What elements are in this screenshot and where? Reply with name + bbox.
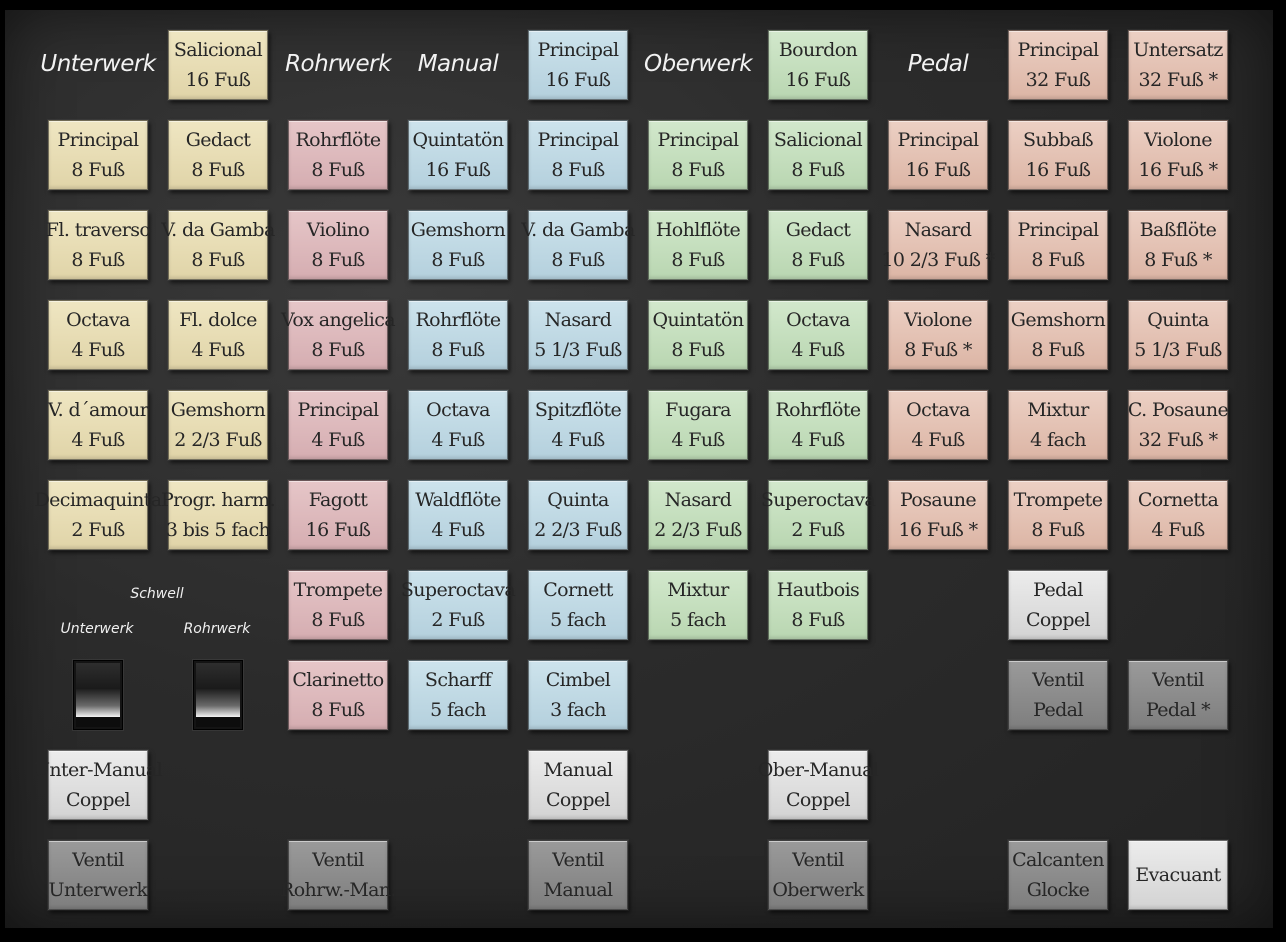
stop-manual-principal-8[interactable]: Principal 8 Fuß xyxy=(528,120,628,190)
division-label-unterwerk: Unterwerk xyxy=(40,51,156,77)
stop-pedal-nasard-10-2-3[interactable]: Nasard 10 2/3 Fuß * xyxy=(881,210,995,280)
stop-rohrwerk-violino-8[interactable]: Violino 8 Fuß xyxy=(288,210,388,280)
ventil-pedal-button[interactable]: Ventil Pedal xyxy=(1008,660,1108,730)
stop-pedal-principal-8[interactable]: Principal 8 Fuß xyxy=(1008,210,1108,280)
division-label-oberwerk: Oberwerk xyxy=(643,51,753,77)
stop-oberwerk-mixtur-5[interactable]: Mixtur 5 fach xyxy=(648,570,748,640)
stop-pedal-subbass-16[interactable]: Subbaß 16 Fuß xyxy=(1008,120,1108,190)
stop-rohrwerk-fagott-16[interactable]: Fagott 16 Fuß xyxy=(288,480,388,550)
stop-pedal-violone-8[interactable]: Violone 8 Fuß * xyxy=(888,300,988,370)
stop-pedal-cornetta-4[interactable]: Cornetta 4 Fuß xyxy=(1128,480,1228,550)
stop-rohrwerk-principal-4[interactable]: Principal 4 Fuß xyxy=(288,390,388,460)
stop-pedal-c-posaune-32[interactable]: C. Posaune 32 Fuß * xyxy=(1128,390,1229,460)
ventil-oberwerk-button[interactable]: Ventil Oberwerk xyxy=(768,840,868,910)
stop-manual-nasard-5-1-3[interactable]: Nasard 5 1/3 Fuß xyxy=(528,300,628,370)
stop-unterwerk-principal-8[interactable]: Principal 8 Fuß xyxy=(48,120,148,190)
stop-manual-principal-16[interactable]: Principal 16 Fuß xyxy=(528,30,628,100)
stop-manual-superoctava-2[interactable]: Superoctava 2 Fuß xyxy=(401,570,516,640)
stop-unterwerk-gemshorn-2-2-3[interactable]: Gemshorn 2 2/3 Fuß xyxy=(168,390,268,460)
swell-title: Schwell xyxy=(130,586,184,602)
stop-pedal-posaune-16[interactable]: Posaune 16 Fuß * xyxy=(888,480,988,550)
ventil-manual-button[interactable]: Ventil Manual xyxy=(528,840,628,910)
stop-manual-octava-4[interactable]: Octava 4 Fuß xyxy=(408,390,508,460)
stop-oberwerk-hohlfloete-8[interactable]: Hohlflöte 8 Fuß xyxy=(648,210,748,280)
ventil-rohrwerk-manual-button[interactable]: Ventil Rohrw.-Man. xyxy=(280,840,397,910)
stop-manual-rohrfloete-8[interactable]: Rohrflöte 8 Fuß xyxy=(408,300,508,370)
ober-manual-coppel-button[interactable]: Ober-Manual Coppel xyxy=(758,750,879,820)
pedal-base xyxy=(196,717,240,727)
stop-pedal-octava-4[interactable]: Octava 4 Fuß xyxy=(888,390,988,460)
ventil-unterwerk-button[interactable]: Ventil Unterwerk xyxy=(48,840,148,910)
stop-pedal-principal-16[interactable]: Principal 16 Fuß xyxy=(888,120,988,190)
swell-label-unterwerk: Unterwerk xyxy=(60,621,134,637)
stop-unterwerk-fl-dolce-4[interactable]: Fl. dolce 4 Fuß xyxy=(168,300,268,370)
stop-oberwerk-hautbois-8[interactable]: Hautbois 8 Fuß xyxy=(768,570,868,640)
stop-manual-gemshorn-8[interactable]: Gemshorn 8 Fuß xyxy=(408,210,508,280)
pedal-shadow xyxy=(76,663,120,689)
stop-rohrwerk-vox-angelica-8[interactable]: Vox angelica 8 Fuß xyxy=(281,300,396,370)
stop-oberwerk-nasard-2-2-3[interactable]: Nasard 2 2/3 Fuß xyxy=(648,480,748,550)
stop-manual-v-da-gamba-8[interactable]: V. da Gamba 8 Fuß xyxy=(521,210,635,280)
stop-oberwerk-quintatoen-8[interactable]: Quintatön 8 Fuß xyxy=(648,300,748,370)
stop-oberwerk-bourdon-16[interactable]: Bourdon 16 Fuß xyxy=(768,30,868,100)
stop-unterwerk-octava-4[interactable]: Octava 4 Fuß xyxy=(48,300,148,370)
stop-manual-quinta-2-2-3[interactable]: Quinta 2 2/3 Fuß xyxy=(528,480,628,550)
pedal-face xyxy=(76,689,120,717)
stop-unterwerk-v-damour-4[interactable]: V. d´amour 4 Fuß xyxy=(48,390,149,460)
stop-unterwerk-fl-traverso-8[interactable]: Fl. traverso 8 Fuß xyxy=(46,210,151,280)
stop-rohrwerk-rohrfloete-8[interactable]: Rohrflöte 8 Fuß xyxy=(288,120,388,190)
stop-manual-scharff-5[interactable]: Scharff 5 fach xyxy=(408,660,508,730)
stop-oberwerk-principal-8[interactable]: Principal 8 Fuß xyxy=(648,120,748,190)
division-label-rohrwerk: Rohrwerk xyxy=(285,51,391,77)
division-label-pedal: Pedal xyxy=(907,51,969,77)
stop-unterwerk-v-da-gamba-8[interactable]: V. da Gamba 8 Fuß xyxy=(161,210,275,280)
stop-oberwerk-gedact-8[interactable]: Gedact 8 Fuß xyxy=(768,210,868,280)
stop-rohrwerk-trompete-8[interactable]: Trompete 8 Fuß xyxy=(288,570,388,640)
stop-oberwerk-octava-4[interactable]: Octava 4 Fuß xyxy=(768,300,868,370)
stop-pedal-quinta-5-1-3[interactable]: Quinta 5 1/3 Fuß xyxy=(1128,300,1228,370)
stop-panel: Unterwerk Rohrwerk Manual Oberwerk Pedal… xyxy=(5,10,1273,928)
stop-rohrwerk-clarinetto-8[interactable]: Clarinetto 8 Fuß xyxy=(288,660,388,730)
pedal-shadow xyxy=(196,663,240,689)
pedal-base xyxy=(76,717,120,727)
stop-oberwerk-superoctava-2[interactable]: Superoctava 2 Fuß xyxy=(761,480,876,550)
stop-unterwerk-progr-harm[interactable]: Progr. harm. 3 bis 5 fach xyxy=(161,480,276,550)
stop-manual-spitzfloete-4[interactable]: Spitzflöte 4 Fuß xyxy=(528,390,628,460)
stop-pedal-bassfloete-8[interactable]: Baßflöte 8 Fuß * xyxy=(1128,210,1228,280)
stop-pedal-gemshorn-8[interactable]: Gemshorn 8 Fuß xyxy=(1008,300,1108,370)
stop-pedal-trompete-8[interactable]: Trompete 8 Fuß xyxy=(1008,480,1108,550)
stop-manual-quintatoen-16[interactable]: Quintatön 16 Fuß xyxy=(408,120,508,190)
stop-unterwerk-gedact-8[interactable]: Gedact 8 Fuß xyxy=(168,120,268,190)
stop-oberwerk-salicional-8[interactable]: Salicional 8 Fuß xyxy=(768,120,868,190)
swell-pedal-rohrwerk[interactable] xyxy=(193,660,243,730)
ventil-pedal-star-button[interactable]: Ventil Pedal * xyxy=(1128,660,1228,730)
division-label-manual: Manual xyxy=(417,51,499,77)
stop-manual-cornett-5[interactable]: Cornett 5 fach xyxy=(528,570,628,640)
stop-manual-cimbel-3[interactable]: Cimbel 3 fach xyxy=(528,660,628,730)
calcanten-glocke-button[interactable]: Calcanten Glocke xyxy=(1008,840,1108,910)
stop-pedal-mixtur-4[interactable]: Mixtur 4 fach xyxy=(1008,390,1108,460)
pedal-coppel-button[interactable]: Pedal Coppel xyxy=(1008,570,1108,640)
stop-pedal-principal-32[interactable]: Principal 32 Fuß xyxy=(1008,30,1108,100)
swell-pedal-unterwerk[interactable] xyxy=(73,660,123,730)
pedal-face xyxy=(196,689,240,717)
stop-pedal-untersatz-32[interactable]: Untersatz 32 Fuß * xyxy=(1128,30,1228,100)
stop-oberwerk-fugara-4[interactable]: Fugara 4 Fuß xyxy=(648,390,748,460)
evacuant-button[interactable]: Evacuant xyxy=(1128,840,1228,910)
unter-manual-coppel-button[interactable]: Unter-Manual Coppel xyxy=(34,750,163,820)
swell-label-rohrwerk: Rohrwerk xyxy=(183,621,251,637)
stop-unterwerk-salicional-16[interactable]: Salicional 16 Fuß xyxy=(168,30,268,100)
manual-coppel-button[interactable]: Manual Coppel xyxy=(528,750,628,820)
stop-oberwerk-rohrfloete-4[interactable]: Rohrflöte 4 Fuß xyxy=(768,390,868,460)
stop-manual-waldfloete-4[interactable]: Waldflöte 4 Fuß xyxy=(408,480,508,550)
stop-unterwerk-decimaquinta-2[interactable]: Decimaquinta 2 Fuß xyxy=(35,480,162,550)
stop-pedal-violone-16[interactable]: Violone 16 Fuß * xyxy=(1128,120,1228,190)
